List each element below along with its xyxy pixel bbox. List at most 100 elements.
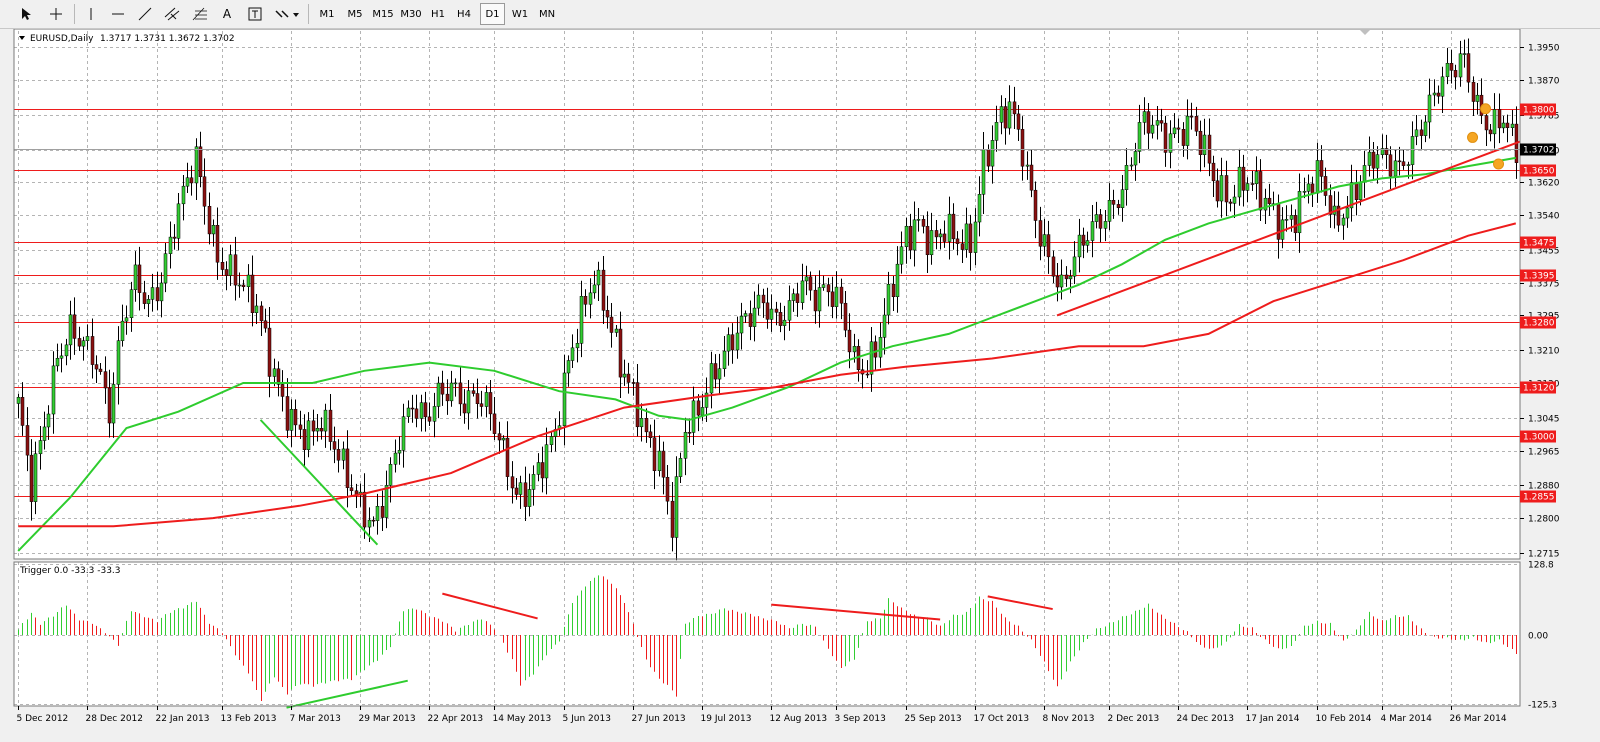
crosshair-glyph: [50, 8, 62, 20]
candle-body: [830, 291, 835, 307]
candle-body: [769, 308, 774, 320]
arrows-dropdown-icon[interactable]: [271, 3, 303, 25]
candle-body: [466, 390, 471, 414]
candle-body: [921, 219, 926, 227]
candle-body: [25, 425, 30, 456]
equidistant-channel-icon[interactable]: [160, 3, 184, 25]
candle-body: [198, 146, 203, 178]
y-axis-tick-label: 1.2965: [1528, 448, 1560, 458]
price-plot-frame: [13, 29, 1521, 560]
candle-body: [1124, 165, 1129, 190]
candle-body: [449, 382, 454, 402]
timeframe-m1-button[interactable]: M1: [319, 8, 335, 20]
y-axis-tick-label: 1.3950: [1528, 44, 1560, 54]
candle-body: [250, 274, 255, 313]
level-price-box: [1520, 164, 1556, 177]
indicator-trendline[interactable]: [771, 603, 941, 621]
candle-body: [16, 397, 21, 404]
candle-body: [1510, 123, 1515, 128]
candle-body: [843, 302, 848, 331]
candle-body: [1319, 160, 1324, 177]
vertical-line-icon[interactable]: [80, 3, 102, 25]
x-axis-tick-label: 10 Feb 2014: [1316, 714, 1372, 724]
candle-body: [401, 416, 406, 451]
chart-symbol-title: EURUSD,Daily: [30, 34, 94, 44]
candle-body: [999, 106, 1004, 123]
indicator-trendline[interactable]: [442, 592, 538, 620]
fibonacci-retracement-icon[interactable]: [188, 3, 212, 25]
candle-body: [510, 476, 515, 489]
chart-shift-marker-icon[interactable]: [1360, 30, 1370, 35]
candle-body: [1072, 256, 1077, 277]
candle-body: [691, 400, 696, 433]
candle-body: [1059, 274, 1064, 288]
indicator-trendline[interactable]: [987, 595, 1053, 611]
timeframe-d1-button[interactable]: D1: [480, 3, 505, 25]
timeframe-h1-button[interactable]: H1: [431, 8, 445, 20]
candle-body: [423, 402, 428, 418]
timeframe-m15-button[interactable]: M15: [372, 8, 394, 20]
y-axis-tick-label: 1.2880: [1528, 482, 1560, 492]
candle-body: [549, 436, 554, 445]
candle-body: [878, 337, 883, 358]
horizontal-line-icon[interactable]: [106, 3, 130, 25]
candle-body: [285, 396, 290, 431]
candle-body: [211, 225, 216, 235]
candle-body: [588, 292, 593, 305]
candle-body: [233, 254, 238, 286]
candle-body: [1046, 234, 1051, 258]
candle-body: [445, 393, 450, 402]
trendline[interactable]: [1056, 140, 1521, 317]
indicator-trendline[interactable]: [286, 679, 408, 709]
candle-body: [1315, 160, 1320, 194]
price-marker: [1480, 103, 1492, 115]
crosshair-icon[interactable]: [44, 3, 68, 25]
candle-body: [1198, 130, 1203, 155]
candle-body: [1116, 204, 1121, 208]
timeframe-m30-button[interactable]: M30: [400, 8, 422, 20]
timeframe-h4-button[interactable]: H4: [457, 8, 471, 20]
candle-body: [155, 287, 160, 302]
candle-body: [124, 317, 129, 322]
text-tool-button[interactable]: A: [222, 7, 232, 21]
cursor-arrow-icon[interactable]: [14, 3, 38, 25]
candle-body: [1016, 113, 1021, 130]
candle-body: [756, 294, 761, 309]
candle-body: [834, 286, 839, 307]
x-axis-tick-label: 5 Jun 2013: [563, 714, 611, 724]
candle-body: [605, 310, 610, 318]
text-label-icon[interactable]: [243, 3, 267, 25]
indicator-axis-label: 128.8: [1528, 561, 1554, 571]
candle-body: [1393, 160, 1398, 177]
candle-body: [566, 360, 571, 374]
timeframe-w1-button[interactable]: W1: [511, 8, 529, 20]
price-plot: [14, 38, 1521, 561]
level-price-label: 1.3475: [1523, 239, 1555, 249]
candle-body: [224, 269, 229, 276]
x-axis-tick-label: 7 Mar 2013: [290, 714, 341, 724]
timeframe-m5-button[interactable]: M5: [347, 8, 363, 20]
y-axis-tick-label: 1.3540: [1528, 212, 1560, 222]
candle-body: [947, 213, 952, 242]
chart-area[interactable]: 5 Dec 2012 28 Dec 2012 22 Jan 2013 13 Feb 2…: [0, 29, 1600, 742]
candle-body: [1336, 205, 1341, 226]
candle-body: [336, 449, 341, 461]
trendline-icon[interactable]: [133, 3, 157, 25]
symbol-dropdown-icon[interactable]: [19, 36, 25, 40]
x-axis-tick-label: 25 Sep 2013: [905, 714, 962, 724]
candle-body: [254, 305, 259, 313]
candle-body: [1159, 120, 1164, 124]
x-axis-tick-label: 29 Mar 2013: [359, 714, 416, 724]
candle-body: [865, 373, 870, 376]
trendline[interactable]: [259, 419, 379, 546]
candle-body: [1146, 111, 1151, 134]
timeframe-mn-button[interactable]: MN: [538, 8, 556, 20]
candle-body: [622, 373, 627, 378]
candle-body: [955, 238, 960, 244]
candle-body: [120, 320, 125, 341]
candle-body: [1133, 151, 1138, 166]
candle-body: [137, 264, 142, 293]
trigger-indicator-plot: [18, 575, 1517, 709]
candle-body: [1341, 217, 1346, 226]
candle-body: [696, 400, 701, 416]
